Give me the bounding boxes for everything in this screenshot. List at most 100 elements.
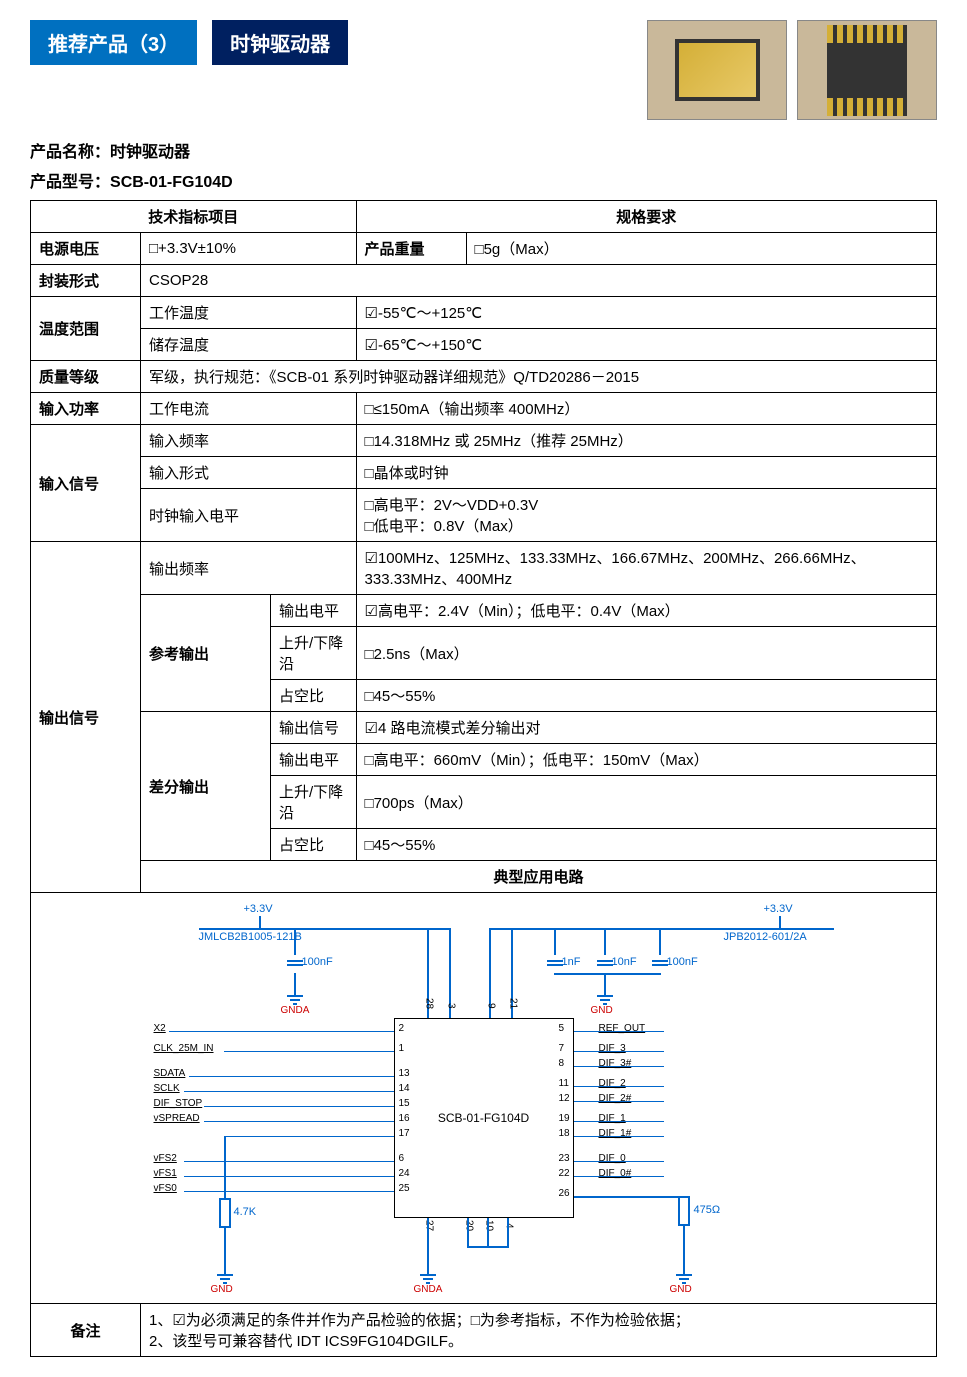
row-inform-v: □晶体或时钟 [356, 457, 936, 489]
pin-vspread: vSPREAD [154, 1113, 200, 1124]
pin-x2: X2 [154, 1023, 166, 1034]
pn-6: 6 [399, 1153, 405, 1164]
label-c100nf-a: 100nF [302, 956, 333, 968]
row-weight-l: 产品重量 [356, 233, 466, 265]
pn-19: 19 [559, 1113, 570, 1124]
row-sttemp-v: ☑-65℃～+150℃ [356, 329, 936, 361]
pn-12: 12 [559, 1093, 570, 1104]
product-model-row: 产品型号：SCB-01-FG104D [30, 168, 937, 192]
row-inlevel-l: 时钟输入电平 [141, 489, 357, 542]
circuit-diagram: SCB-01-FG104D +3.3V JMLCB2B1005-121B 100… [44, 898, 924, 1298]
pin-difstop: DIF_STOP [154, 1098, 203, 1109]
row-app-circuit-diagram: SCB-01-FG104D +3.3V JMLCB2B1005-121B 100… [31, 893, 937, 1304]
row-current-v: □≤150mA（输出频率 400MHz） [356, 393, 936, 425]
row-ref-duty-v: □45～55% [356, 680, 936, 712]
label-c100nf-b: 100nF [667, 956, 698, 968]
pin-28: 28 [424, 998, 435, 1009]
row-refout-l: 参考输出 [141, 595, 271, 712]
row-diff-duty-v: □45～55% [356, 829, 936, 861]
row-voltage-l: 电源电压 [31, 233, 141, 265]
product-name-value: 时钟驱动器 [110, 144, 190, 161]
pn-14: 14 [399, 1083, 410, 1094]
pin-vfs1: vFS1 [154, 1168, 177, 1179]
pin-dif0n: DIF_0# [599, 1168, 632, 1179]
pn-20: 20 [464, 1220, 475, 1231]
pin-9: 9 [486, 1003, 497, 1009]
row-outsig-l: 输出信号 [31, 542, 141, 893]
pin-refout: REF_OUT [599, 1023, 646, 1034]
pin-21: 21 [508, 998, 519, 1009]
label-c1nf: 1nF [562, 956, 581, 968]
label-ferrite1: JMLCB2B1005-121B [199, 931, 302, 943]
chip-image-top [647, 20, 787, 120]
label-r475: 475Ω [694, 1204, 721, 1216]
pn-4: 4 [504, 1223, 515, 1229]
row-diff-duty-l: 占空比 [271, 829, 357, 861]
pn-23: 23 [559, 1153, 570, 1164]
row-inlevel-v: □高电平：2V～VDD+0.3V □低电平：0.8V（Max） [356, 489, 936, 542]
row-diff-level-v: □高电平：660mV（Min）；低电平：150mV（Max） [356, 744, 936, 776]
row-optemp-l: 工作温度 [141, 297, 357, 329]
row-infreq-l: 输入频率 [141, 425, 357, 457]
label-ferrite2: JPB2012-601/2A [724, 931, 807, 943]
res-47k [219, 1198, 231, 1228]
product-images [647, 20, 937, 120]
product-name-row: 产品名称：时钟驱动器 [30, 138, 937, 162]
row-sttemp-l: 储存温度 [141, 329, 357, 361]
pn-1: 1 [399, 1043, 405, 1054]
pn-8: 8 [559, 1058, 565, 1069]
row-insig-l: 输入信号 [31, 425, 141, 542]
row-ref-edge-l: 上升/下降沿 [271, 627, 357, 680]
label-v33a: +3.3V [244, 903, 273, 915]
row-ref-level-l: 输出电平 [271, 595, 357, 627]
pin-sdata: SDATA [154, 1068, 186, 1079]
gnd-label-2: GND [211, 1284, 233, 1295]
pin-dif2: DIF_2 [599, 1078, 626, 1089]
row-diffout-l: 差分输出 [141, 712, 271, 861]
pin-clk25m: CLK_25M_IN [154, 1043, 214, 1054]
row-diff-sig-l: 输出信号 [271, 712, 357, 744]
row-app-circuit-head: 典型应用电路 [141, 861, 937, 893]
row-inform-l: 输入形式 [141, 457, 357, 489]
pn-10: 10 [484, 1220, 495, 1231]
spec-table: 技术指标项目 规格要求 电源电压 □+3.3V±10% 产品重量 □5g（Max… [30, 200, 937, 1357]
chip-image-bottom [797, 20, 937, 120]
label-r47k: 4.7K [234, 1206, 257, 1218]
product-model-label: 产品型号： [30, 174, 110, 191]
pin-dif1: DIF_1 [599, 1113, 626, 1124]
pn-25: 25 [399, 1183, 410, 1194]
pn-16: 16 [399, 1113, 410, 1124]
pn-15: 15 [399, 1098, 410, 1109]
row-temprange-l: 温度范围 [31, 297, 141, 361]
ic-label: SCB-01-FG104D [438, 1111, 529, 1125]
row-power-l: 输入功率 [31, 393, 141, 425]
row-ref-duty-l: 占空比 [271, 680, 357, 712]
pn-5: 5 [559, 1023, 565, 1034]
row-ref-edge-v: □2.5ns（Max） [356, 627, 936, 680]
row-diff-level-l: 输出电平 [271, 744, 357, 776]
th-tech-spec: 技术指标项目 [31, 201, 357, 233]
gnd-label-3: GND [670, 1284, 692, 1295]
row-optemp-v: ☑-55℃～+125℃ [356, 297, 936, 329]
pn-13: 13 [399, 1068, 410, 1079]
label-v33b: +3.3V [764, 903, 793, 915]
row-outfreq-l: 输出频率 [141, 542, 357, 595]
row-package-v: CSOP28 [141, 265, 937, 297]
pn-26: 26 [559, 1188, 570, 1199]
pn-18: 18 [559, 1128, 570, 1139]
title-recommended: 推荐产品（3） [30, 20, 197, 65]
pin-dif3: DIF_3 [599, 1043, 626, 1054]
row-current-l: 工作电流 [141, 393, 357, 425]
row-diff-edge-v: □700ps（Max） [356, 776, 936, 829]
pin-dif3n: DIF_3# [599, 1058, 632, 1069]
product-model-value: SCB-01-FG104D [110, 174, 233, 191]
label-c10nf: 10nF [612, 956, 637, 968]
pin-dif0: DIF_0 [599, 1153, 626, 1164]
pin-vfs2: vFS2 [154, 1153, 177, 1164]
title-product-type: 时钟驱动器 [212, 20, 348, 65]
pin-sclk: SCLK [154, 1083, 180, 1094]
row-ref-level-v: ☑高电平：2.4V（Min）；低电平：0.4V（Max） [356, 595, 936, 627]
pn-24: 24 [399, 1168, 410, 1179]
pn-27: 27 [424, 1220, 435, 1231]
row-weight-v: □5g（Max） [466, 233, 936, 265]
